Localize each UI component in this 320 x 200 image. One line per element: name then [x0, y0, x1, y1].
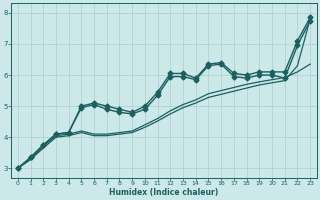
X-axis label: Humidex (Indice chaleur): Humidex (Indice chaleur)	[109, 188, 219, 197]
